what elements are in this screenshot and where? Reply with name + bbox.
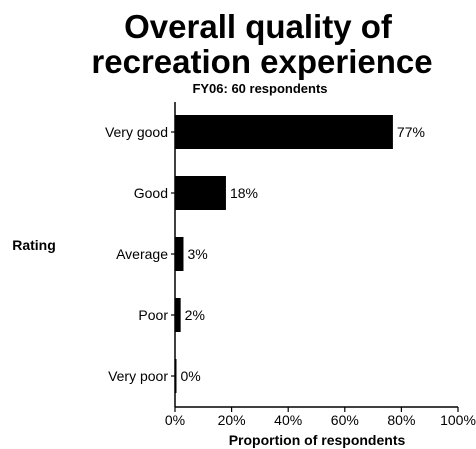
chart-title-line-2: recreation experience [91,43,432,80]
data-label: 18% [230,185,258,201]
bar [175,237,184,271]
bar [175,176,226,210]
category-label: Very good [105,124,168,140]
data-label: 2% [185,307,205,323]
x-tick-label: 40% [274,412,302,428]
chart-subtitle: FY06: 60 respondents [192,81,327,96]
category-label: Poor [138,307,168,323]
data-label: 77% [397,124,425,140]
bar [175,115,393,149]
x-tick-label: 0% [165,412,185,428]
x-tick-label: 100% [440,412,476,428]
category-label: Good [134,185,168,201]
data-label: 3% [187,246,207,262]
bar [175,298,181,332]
plot-area: 0% 20% 40% 60% 80% 100% Very good 77% Good 18% Ave… [105,102,476,428]
category-label: Average [116,246,168,262]
chart-title-line-1: Overall quality of [124,8,393,45]
x-axis-title: Proportion of respondents [229,432,406,448]
category-label: Very poor [108,368,168,384]
bar [175,359,177,393]
x-tick-label: 20% [218,412,246,428]
data-label: 0% [181,368,201,384]
x-tick-label: 80% [387,412,415,428]
y-axis-title: Rating [12,237,56,253]
x-tick-label: 60% [331,412,359,428]
